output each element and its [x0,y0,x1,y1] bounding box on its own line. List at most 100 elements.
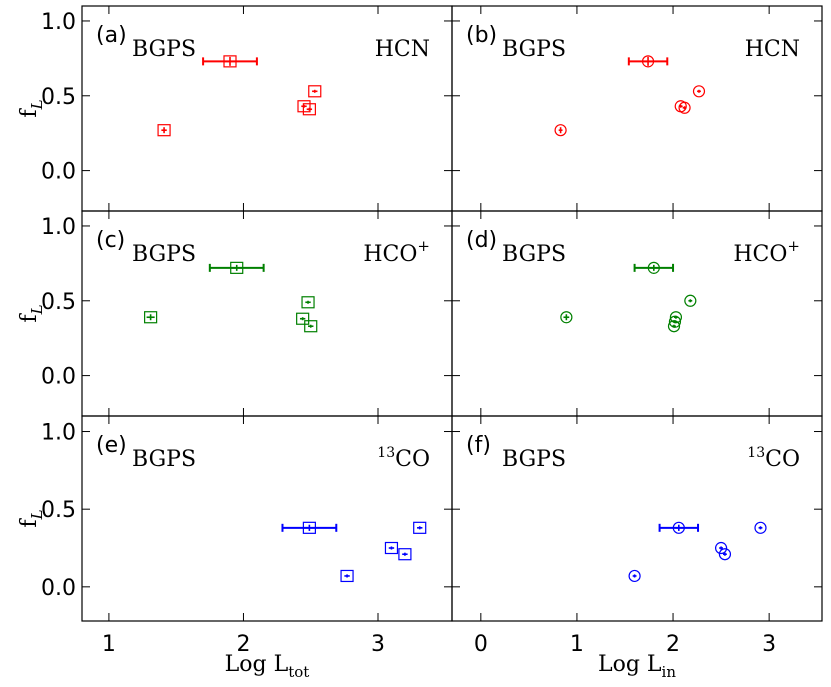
data-point [281,521,338,534]
data-point [202,55,258,68]
circle-marker [560,311,573,324]
circle-marker [718,548,732,561]
panel-frame [451,415,823,622]
data-point [340,569,354,583]
x-axis-label-sub: in [662,663,677,681]
circle-marker [669,311,683,324]
x-axis-label: Log Ltot [225,652,310,681]
circle-marker [641,55,655,68]
line-name: HCO [363,242,417,267]
line-name: CO [395,447,430,472]
panel-letter: (f) [466,433,491,458]
panel-c: 0.0 0.5 1.0 (c) BGPS HCO+ [41,210,453,417]
square-marker [297,100,311,113]
data-point [384,541,399,555]
data-point [714,541,728,555]
line-label: 13CO [747,445,800,472]
square-marker [308,85,322,98]
y-tick-label: 0.5 [41,498,76,523]
square-marker [230,261,244,274]
panel-letter: (e) [96,433,127,458]
data-point [684,294,697,307]
data-point [754,521,767,534]
square-marker [301,296,315,309]
square-marker [413,521,427,534]
panel-letter: (a) [96,23,127,48]
y-axis-label: fL [17,304,46,322]
data-point [144,311,158,324]
square-marker [384,541,399,555]
panel-f: 0 1 2 3 (f) BGPS 13CO [451,415,823,657]
circle-marker [628,569,641,583]
survey-label: BGPS [502,242,566,267]
x-tick-label: 3 [762,632,776,657]
y-axis-label-main: f [17,108,42,118]
circle-marker [684,294,697,307]
line-name: CO [765,447,800,472]
line-label: HCN [745,37,800,62]
survey-label: BGPS [132,242,196,267]
square-marker [223,55,237,68]
y-axis-label: fL [17,509,46,527]
data-point [627,55,669,68]
line-label: HCO+ [733,237,800,267]
circle-marker [667,320,681,333]
circle-marker [754,521,767,534]
data-point [413,521,427,534]
circle-marker [672,521,685,534]
data-point [304,320,318,333]
y-axis-label-sub: L [28,304,46,315]
y-tick-label: 0.5 [41,290,76,315]
data-point [296,312,310,325]
line-label: 13CO [377,445,430,472]
data-point [398,548,412,561]
data-point [628,569,641,583]
y-tick-label: 1.0 [41,10,76,35]
data-point [308,85,322,98]
data-point [297,100,311,113]
survey-label: BGPS [502,37,566,62]
square-marker [302,521,316,534]
data-point [301,296,315,309]
data-point [554,124,567,137]
survey-label: BGPS [502,447,566,472]
y-axis-label-main: f [17,518,42,528]
square-marker [144,311,158,324]
charge-superscript: + [787,237,800,255]
square-marker [302,103,316,116]
circle-marker [668,315,682,328]
y-tick-label: 0.0 [41,365,76,390]
line-label: HCN [375,37,430,62]
y-axis-label-sub: L [28,99,46,110]
square-marker [296,312,310,325]
isotope-superscript: 13 [747,445,765,461]
y-tick-label: 1.0 [41,421,76,446]
panel-e: 0.0 0.5 1.0 1 2 3 (e)BGPS 13CO [41,415,453,657]
panel-a: 0.0 0.5 1.0 (a)BGPS HCN [41,5,453,212]
circle-marker [678,101,691,114]
x-tick-label: 0 [474,632,488,657]
x-axis-label-main: Log L [225,652,289,677]
x-tick-label: 1 [102,632,116,657]
y-axis-label-main: f [17,313,42,323]
circle-marker [692,85,706,98]
panel-d: (d)BGPS HCO+ [451,210,823,417]
data-point [669,311,683,324]
y-axis-label: fL [17,99,46,117]
data-point [718,548,732,561]
line-name: HCO [733,242,787,267]
y-axis-label-sub: L [28,509,46,520]
circle-marker [647,261,660,274]
data-point [692,85,706,98]
circle-marker [554,124,567,137]
x-tick-label: 1 [570,632,584,657]
panel-letter: (d) [466,228,497,253]
panel-b: (b)BGPS HCN [451,5,823,212]
data-point [633,261,675,274]
panels-group: 0.00.51.0(a)BGPS HCN(b)BGPS HCN0.00.51.0(c… [41,5,823,657]
panel-letter: (c) [96,228,125,253]
x-tick-label: 2 [236,632,250,657]
circle-marker [714,541,728,555]
